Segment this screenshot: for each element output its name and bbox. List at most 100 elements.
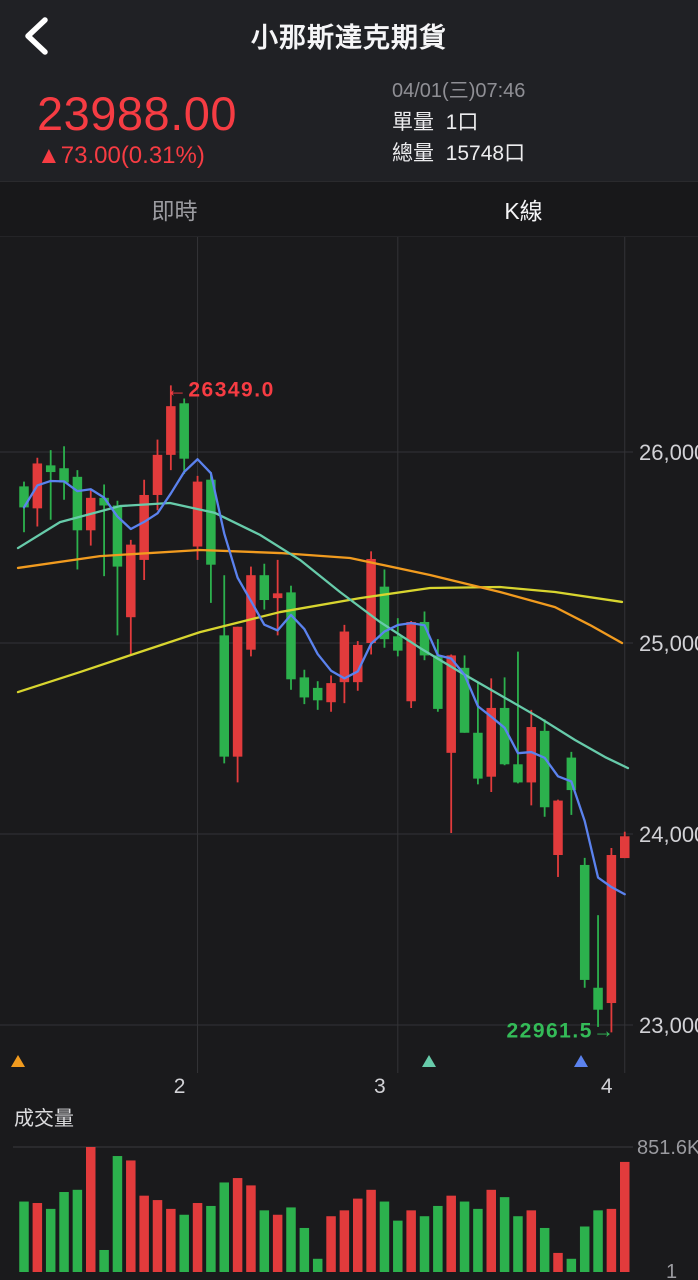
quote-timestamp: 04/01(三)07:46 — [392, 80, 526, 102]
volume-bar — [312, 1258, 323, 1272]
volume-chart[interactable]: 851.6K 1 — [0, 1100, 698, 1280]
ma-orange-line — [16, 548, 624, 645]
volume-bar — [406, 1210, 416, 1272]
candle — [179, 398, 189, 474]
candle — [379, 569, 390, 648]
candle — [419, 611, 430, 661]
quote-info-block: 04/01(三)07:46 單量 1口 總量 15748口 — [392, 76, 525, 169]
y-axis-label: 25,000 — [639, 631, 698, 656]
volume-bar — [499, 1197, 510, 1272]
candlestick-chart[interactable]: 26,000 25,000 24,000 23,000 2 3 4 ←26349.0 22961… — [0, 237, 698, 1100]
volume-bar — [246, 1185, 256, 1272]
candle — [459, 655, 470, 733]
volume-bar — [593, 1210, 603, 1272]
back-button[interactable] — [10, 10, 62, 62]
triangle-up-icon — [11, 1055, 25, 1067]
candle — [433, 639, 443, 712]
candle — [246, 566, 256, 657]
volume-bar — [473, 1208, 483, 1272]
volume-bar — [526, 1210, 537, 1272]
candle — [553, 799, 563, 877]
candle — [219, 575, 229, 764]
candle — [606, 847, 617, 1033]
volume-bar — [45, 1208, 56, 1272]
candle — [259, 563, 270, 610]
candle — [339, 624, 350, 704]
chevron-left-icon — [25, 17, 48, 55]
volume-bar — [72, 1189, 83, 1272]
candle — [112, 500, 123, 636]
volume-bar — [219, 1182, 229, 1272]
candle — [406, 621, 416, 708]
volume-bar — [259, 1210, 270, 1272]
volume-bar — [112, 1156, 123, 1272]
volume-min-label: 1 — [666, 1261, 677, 1280]
tab-kline[interactable]: K線 — [504, 198, 543, 224]
price-change: ▲73.00(0.31%) — [37, 142, 205, 169]
volume-bar — [299, 1227, 310, 1272]
volume-bar — [19, 1201, 29, 1272]
volume-bar — [446, 1195, 456, 1272]
tab-realtime[interactable]: 即時 — [151, 198, 198, 224]
x-axis-label: 2 — [174, 1075, 186, 1098]
volume-bar — [32, 1203, 43, 1272]
candle — [326, 675, 336, 712]
high-annotation: ←26349.0 — [166, 378, 275, 401]
kline-svg[interactable]: 26,000 25,000 24,000 23,000 2 3 4 ←26349.0 22961… — [0, 237, 698, 1100]
candle — [353, 641, 363, 691]
x-axis-label: 4 — [601, 1075, 613, 1098]
ma-teal-line — [16, 501, 630, 770]
triangle-up-icon — [422, 1055, 436, 1067]
candle — [126, 539, 136, 655]
volume-svg[interactable]: 851.6K 1 — [0, 1100, 698, 1280]
candle — [513, 651, 523, 784]
volume-bar — [486, 1189, 496, 1272]
candle — [473, 682, 483, 785]
volume-bar — [272, 1214, 283, 1272]
volume-bar — [59, 1192, 69, 1272]
volume-bar — [419, 1216, 430, 1272]
candle — [192, 475, 203, 560]
volume-bar — [286, 1207, 296, 1272]
candle — [272, 559, 283, 636]
volume-bar — [579, 1226, 590, 1272]
candle — [499, 677, 510, 766]
ma-yellow-line — [16, 585, 624, 694]
low-annotation: 22961.5→ — [506, 1019, 615, 1042]
volume-bar — [152, 1200, 163, 1272]
x-axis-label: 3 — [374, 1075, 386, 1098]
volume-bar — [139, 1195, 149, 1272]
candle — [166, 385, 176, 471]
quote-summary: 23988.00 ▲73.00(0.31%) 04/01(三)07:46 單量 … — [0, 70, 698, 181]
quote-header-section: 小那斯達克期貨 23988.00 ▲73.00(0.31%) 04/01(三)0… — [0, 0, 698, 181]
volume-bar — [192, 1203, 203, 1272]
volume-bar — [620, 1161, 630, 1272]
single-volume-row: 單量 1口 — [392, 111, 479, 134]
volume-bar — [539, 1227, 550, 1272]
candle — [446, 654, 456, 834]
candle — [366, 551, 376, 655]
y-axis-label: 26,000 — [639, 440, 698, 465]
ma-blue-line — [22, 458, 626, 896]
volume-bar — [166, 1208, 176, 1272]
candle — [539, 719, 550, 817]
volume-pane-title: 成交量 — [14, 1108, 74, 1130]
candle — [59, 446, 69, 500]
candle — [620, 831, 630, 859]
candle — [99, 484, 109, 577]
candle — [286, 585, 296, 690]
volume-bar — [126, 1160, 136, 1272]
volume-bar — [459, 1201, 470, 1272]
volume-bar — [606, 1208, 617, 1272]
candle — [86, 490, 96, 546]
candle — [312, 681, 323, 710]
volume-bar — [366, 1189, 376, 1272]
volume-bar — [99, 1249, 109, 1272]
candle — [486, 678, 496, 792]
volume-bar — [513, 1216, 523, 1272]
candle — [232, 626, 243, 783]
last-price: 23988.00 — [37, 87, 238, 140]
volume-max-label: 851.6K — [637, 1137, 698, 1159]
chart-mode-tabs: 即時 K線 — [0, 181, 698, 237]
